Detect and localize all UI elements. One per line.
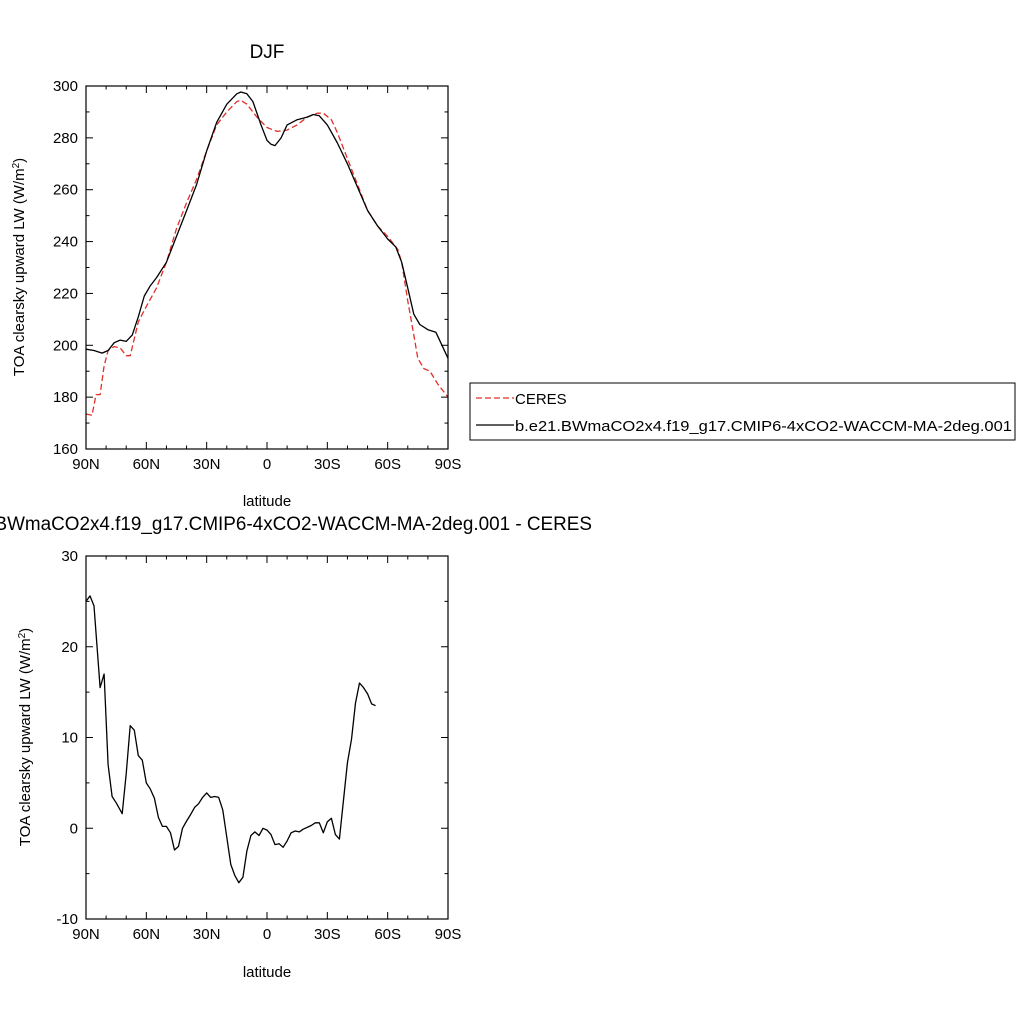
series-line-0 [85, 595, 376, 884]
x-tick-label: 0 [263, 456, 271, 473]
y-tick-label: 10 [61, 730, 78, 747]
x-tick-label: 30N [193, 456, 221, 473]
plot-series-group [85, 91, 449, 416]
x-tick-label: 60S [374, 926, 401, 943]
series-line-0 [85, 99, 449, 416]
y-tick-label: 180 [53, 389, 78, 406]
legend-box [469, 382, 1016, 441]
x-tick-label: 30N [193, 926, 221, 943]
y-tick-label: 30 [61, 548, 78, 565]
x-tick-label: 60N [133, 456, 161, 473]
x-axis-label: latitude [243, 964, 291, 981]
chart-title: b.e21.BWmaCO2x4.f19_g17.CMIP6-4xCO2-WACC… [0, 514, 592, 535]
x-tick-label: 90N [72, 456, 100, 473]
plot-frame [85, 555, 449, 920]
chart-djf: DJF 90N 60N 30N 0 30S 60S 90S 160 180 200 220 240 26… [11, 42, 1016, 510]
y-axis-label-sup: 2 [17, 632, 28, 638]
y-tick-label: 300 [53, 78, 78, 95]
x-tick-label: 30S [314, 456, 341, 473]
axis-ticks: 90N 60N 30N 0 30S 60S 90S 160 180 200 220 240 260 280… [53, 78, 461, 473]
chart-difference: b.e21.BWmaCO2x4.f19_g17.CMIP6-4xCO2-WACC… [0, 514, 592, 981]
y-axis-label-main: TOA clearsky upward LW (W/m [11, 168, 28, 376]
axis-ticks: 90N 60N 30N 0 30S 60S 90S -10 0 10 20 30 [56, 548, 461, 943]
x-tick-label: 60N [133, 926, 161, 943]
x-axis-label: latitude [243, 493, 291, 510]
x-tick-label: 0 [263, 926, 271, 943]
y-tick-label: 220 [53, 285, 78, 302]
x-tick-label: 90S [435, 456, 462, 473]
series-line-1 [85, 91, 449, 359]
plot-series-group [85, 595, 376, 884]
y-tick-label: 0 [70, 820, 78, 837]
y-tick-label: 200 [53, 337, 78, 354]
y-axis-label-main: TOA clearsky upward LW (W/m [17, 638, 34, 846]
y-tick-label: -10 [56, 911, 78, 928]
x-tick-label: 60S [374, 456, 401, 473]
legend-label-ceres: CERES [515, 391, 567, 408]
chart-title: DJF [250, 42, 285, 63]
y-tick-label: 280 [53, 130, 78, 147]
legend-label-model: b.e21.BWmaCO2x4.f19_g17.CMIP6-4xCO2-WACC… [515, 418, 1012, 435]
y-tick-label: 260 [53, 182, 78, 199]
y-axis-label-sup: 2 [11, 162, 22, 168]
y-axis-label-end: ) [17, 628, 34, 633]
y-tick-label: 20 [61, 639, 78, 656]
x-tick-label: 90N [72, 926, 100, 943]
y-axis-label: TOA clearsky upward LW (W/m2) [17, 628, 35, 846]
y-axis-label-end: ) [11, 158, 28, 163]
y-axis-label: TOA clearsky upward LW (W/m2) [11, 158, 29, 376]
y-tick-label: 240 [53, 234, 78, 251]
x-tick-label: 30S [314, 926, 341, 943]
x-tick-label: 90S [435, 926, 462, 943]
legend: CERES b.e21.BWmaCO2x4.f19_g17.CMIP6-4xCO… [469, 382, 1016, 441]
y-tick-label: 160 [53, 441, 78, 458]
